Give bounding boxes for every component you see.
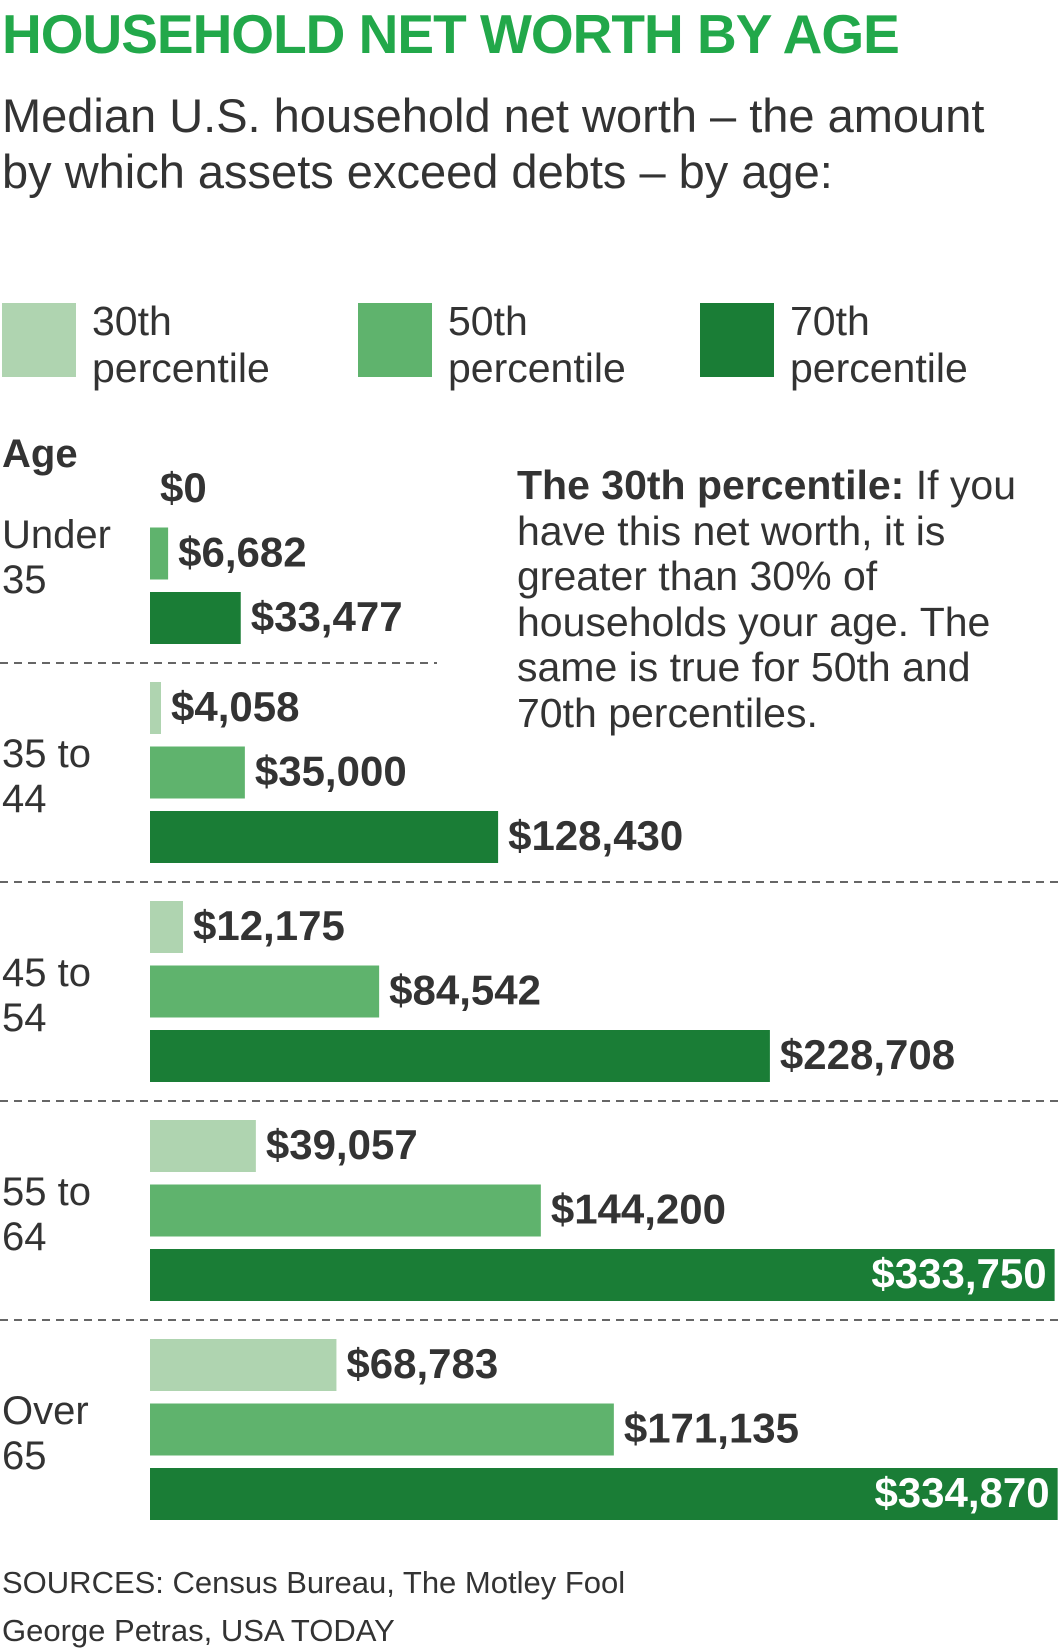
y-tick-label: 45 to 54	[2, 950, 91, 1040]
chart-subtitle: Median U.S. household net worth – the am…	[2, 89, 985, 198]
bar	[150, 592, 241, 644]
bar	[150, 965, 380, 1018]
value-label: $333,750	[871, 1250, 1046, 1297]
value-label: $12,175	[193, 902, 345, 949]
value-label: $84,542	[389, 967, 541, 1014]
sources: SOURCES: Census Bureau, The Motley Fool	[2, 1565, 626, 1600]
value-label: $171,135	[624, 1405, 799, 1452]
bar	[150, 1339, 337, 1391]
chart-title: HOUSEHOLD NET WORTH BY AGE	[2, 3, 900, 65]
y-tick-label: Over 65	[2, 1388, 89, 1478]
value-label: $68,783	[346, 1340, 498, 1387]
bar	[150, 1120, 256, 1172]
value-label: $228,708	[780, 1031, 955, 1078]
value-label: $128,430	[508, 812, 683, 859]
y-tick-label: Under 35	[2, 512, 111, 602]
value-label: $4,058	[171, 683, 299, 730]
axis-label: Age	[2, 432, 78, 476]
legend-swatch	[700, 303, 774, 377]
legend-label: 30th percentile	[92, 298, 270, 391]
value-label: $144,200	[551, 1186, 726, 1233]
bar	[150, 746, 245, 799]
bar	[150, 1249, 1055, 1301]
value-label: $39,057	[266, 1121, 418, 1168]
value-label: $35,000	[255, 748, 407, 795]
bar	[150, 1468, 1058, 1520]
credit: George Petras, USA TODAY	[2, 1613, 395, 1648]
bar	[150, 901, 183, 953]
legend-label: 50th percentile	[448, 298, 626, 391]
bar	[150, 527, 169, 580]
y-tick-label: 35 to 44	[2, 731, 91, 821]
annotation-text: If you have this net worth, it is greate…	[517, 462, 1017, 736]
value-label: $334,870	[874, 1469, 1049, 1516]
bar	[150, 682, 161, 734]
annotation: The 30th percentile: If you have this ne…	[517, 462, 1057, 736]
value-label: $6,682	[178, 529, 306, 576]
bar	[150, 1403, 614, 1456]
y-tick-label: 55 to 64	[2, 1169, 91, 1259]
annotation-title: The 30th percentile:	[517, 462, 905, 508]
legend-swatch	[358, 303, 432, 377]
bar	[150, 1184, 541, 1237]
value-label: $0	[160, 464, 207, 511]
legend-label: 70th percentile	[790, 298, 968, 391]
bar	[150, 1030, 770, 1082]
bar	[150, 811, 499, 863]
value-label: $33,477	[251, 593, 403, 640]
legend-swatch	[2, 303, 76, 377]
